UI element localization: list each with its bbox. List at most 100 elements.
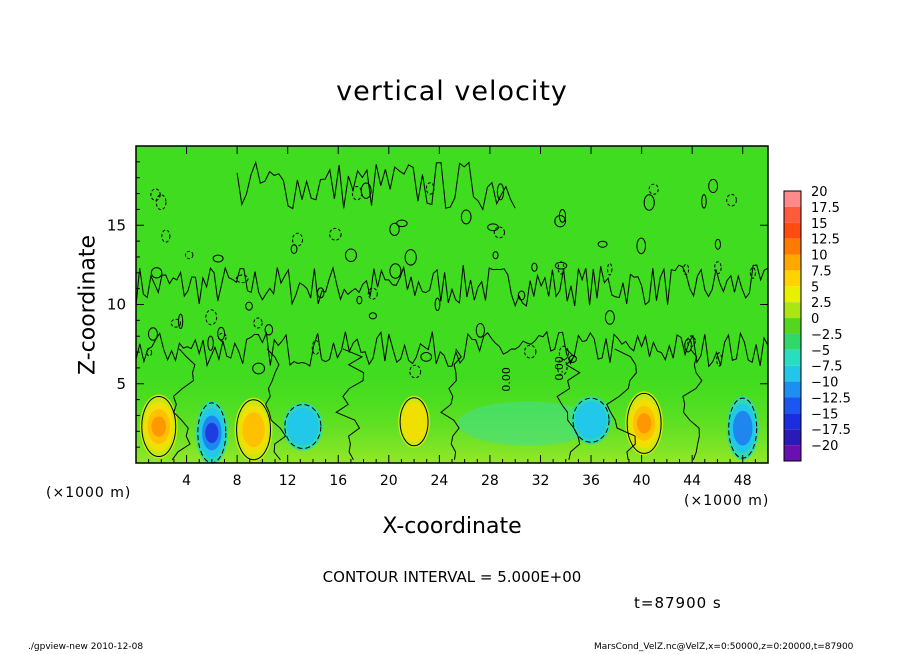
- colorbar-swatch-9: [784, 333, 801, 350]
- eddy-contour: [368, 312, 377, 320]
- footer-program: ./gpview-new 2010-12-08: [28, 642, 144, 652]
- eddy-contour: [170, 318, 181, 328]
- eddy-contour: [749, 266, 756, 279]
- colorbar-frame: [783, 190, 802, 462]
- eddy-contour: [344, 248, 357, 262]
- eddy-contour: [554, 261, 568, 270]
- colorbar-level-5: 7.5: [811, 264, 832, 279]
- eddy-contour: [493, 226, 506, 239]
- eddy-contour: [648, 183, 659, 195]
- eddy-contour: [316, 287, 325, 299]
- colorbar-swatch-12: [784, 381, 801, 398]
- x-tick-label-8: 8: [233, 473, 242, 489]
- eddy-contour: [367, 287, 378, 300]
- eddy-contour: [517, 290, 526, 301]
- x-tick-label-40: 40: [633, 473, 651, 489]
- heatmap-field: [136, 146, 768, 463]
- downdraft-contour-5: [572, 397, 610, 443]
- updraft-cell-4: [401, 401, 427, 443]
- colorbar-level-16: −20: [811, 439, 838, 454]
- eddy-contour: [184, 250, 194, 260]
- zero-contour-upper: [136, 264, 768, 308]
- colorbar-swatch-10: [784, 349, 801, 366]
- colorbar-level-6: 5: [811, 280, 819, 295]
- plume-contour-6: [682, 348, 703, 460]
- time-label: t=87900 s: [634, 594, 722, 612]
- colorbar-swatch-6: [784, 286, 801, 303]
- colorbar-level-10: −5: [811, 344, 830, 359]
- eddy-contour: [177, 313, 184, 330]
- eddy-contour: [554, 214, 567, 228]
- eddy-contour: [292, 232, 304, 247]
- eddy-contour: [701, 194, 707, 209]
- chart-title: vertical velocity: [336, 76, 568, 107]
- eddy-contour: [686, 335, 696, 347]
- eddy-contour: [264, 324, 274, 336]
- eddy-contour: [460, 209, 472, 225]
- eddy-contour: [708, 178, 719, 194]
- updraft-cell-6: [636, 413, 652, 434]
- contour-interval-text: CONTOUR INTERVAL = 5.000E+00: [322, 568, 582, 586]
- zero-contour-middle: [136, 330, 768, 368]
- eddy-contour: [389, 263, 402, 279]
- colorbar-swatch-7: [784, 302, 801, 319]
- x-tick-label-28: 28: [481, 473, 499, 489]
- eddy-contour: [636, 237, 647, 255]
- eddy-contour: [329, 227, 342, 241]
- colorbar-swatch-14: [784, 413, 801, 430]
- colorbar-swatch-0: [784, 191, 801, 207]
- eddy-contour: [146, 348, 153, 357]
- eddy-contour: [558, 345, 569, 361]
- contour-label-0: 0.00: [500, 367, 513, 392]
- x-unit-label-left: (×1000 m): [46, 485, 132, 501]
- y-tick-label-10: 10: [107, 296, 126, 314]
- eddy-contour: [207, 335, 214, 351]
- updraft-contour-2: [236, 399, 272, 461]
- eddy-contour: [252, 362, 266, 375]
- colorbar-swatch-16: [784, 445, 801, 461]
- x-tick-label-48: 48: [734, 473, 752, 489]
- x-tick-label-4: 4: [182, 473, 191, 489]
- y-tick-label-15: 15: [107, 216, 126, 234]
- downdraft-cell-1: [205, 422, 219, 444]
- colorbar-swatch-15: [784, 429, 801, 446]
- colorbar-level-14: −15: [811, 407, 838, 422]
- colorbar-swatch-4: [784, 254, 801, 271]
- colorbar-level-1: 17.5: [811, 201, 840, 216]
- x-axis-label: X-coordinate: [382, 514, 522, 539]
- eddy-contour: [235, 274, 249, 284]
- eddy-contour: [245, 301, 253, 311]
- updraft-cell-2: [242, 412, 265, 448]
- x-tick-label-24: 24: [430, 473, 448, 489]
- colorbar-level-9: −2.5: [811, 328, 843, 343]
- eddy-contour: [568, 355, 577, 363]
- x-tick-label-12: 12: [279, 473, 297, 489]
- eddy-contour: [425, 182, 435, 195]
- colorbar-level-15: −17.5: [811, 423, 851, 438]
- colorbar-swatch-13: [784, 397, 801, 414]
- downdraft-cell-7: [732, 410, 753, 446]
- downdraft-contour-3: [284, 404, 322, 450]
- eddy-contour: [434, 297, 441, 312]
- eddy-contour: [404, 249, 417, 266]
- eddy-contour: [492, 251, 499, 260]
- colorbar-level-8: 0: [811, 312, 819, 327]
- eddy-contour: [389, 222, 400, 237]
- eddy-contour: [714, 261, 722, 275]
- plume-contour-5: [606, 348, 637, 460]
- colorbar-swatch-5: [784, 270, 801, 287]
- colorbar-level-4: 10: [811, 249, 828, 264]
- eddy-contour: [475, 322, 485, 338]
- x-tick-label-20: 20: [380, 473, 398, 489]
- eddy-contour: [155, 194, 167, 211]
- updraft-contour-4: [399, 397, 429, 447]
- colorbar-level-7: 2.5: [811, 296, 832, 311]
- updraft-cell-0: [151, 416, 167, 437]
- eddy-contour: [253, 317, 263, 329]
- eddy-contour: [556, 358, 568, 376]
- x-tick-label-36: 36: [582, 473, 600, 489]
- zero-contour-top: [236, 160, 516, 211]
- x-unit-label-right: (×1000 m): [684, 493, 770, 509]
- colorbar-level-3: 12.5: [811, 233, 840, 248]
- x-tick-label-16: 16: [329, 473, 347, 489]
